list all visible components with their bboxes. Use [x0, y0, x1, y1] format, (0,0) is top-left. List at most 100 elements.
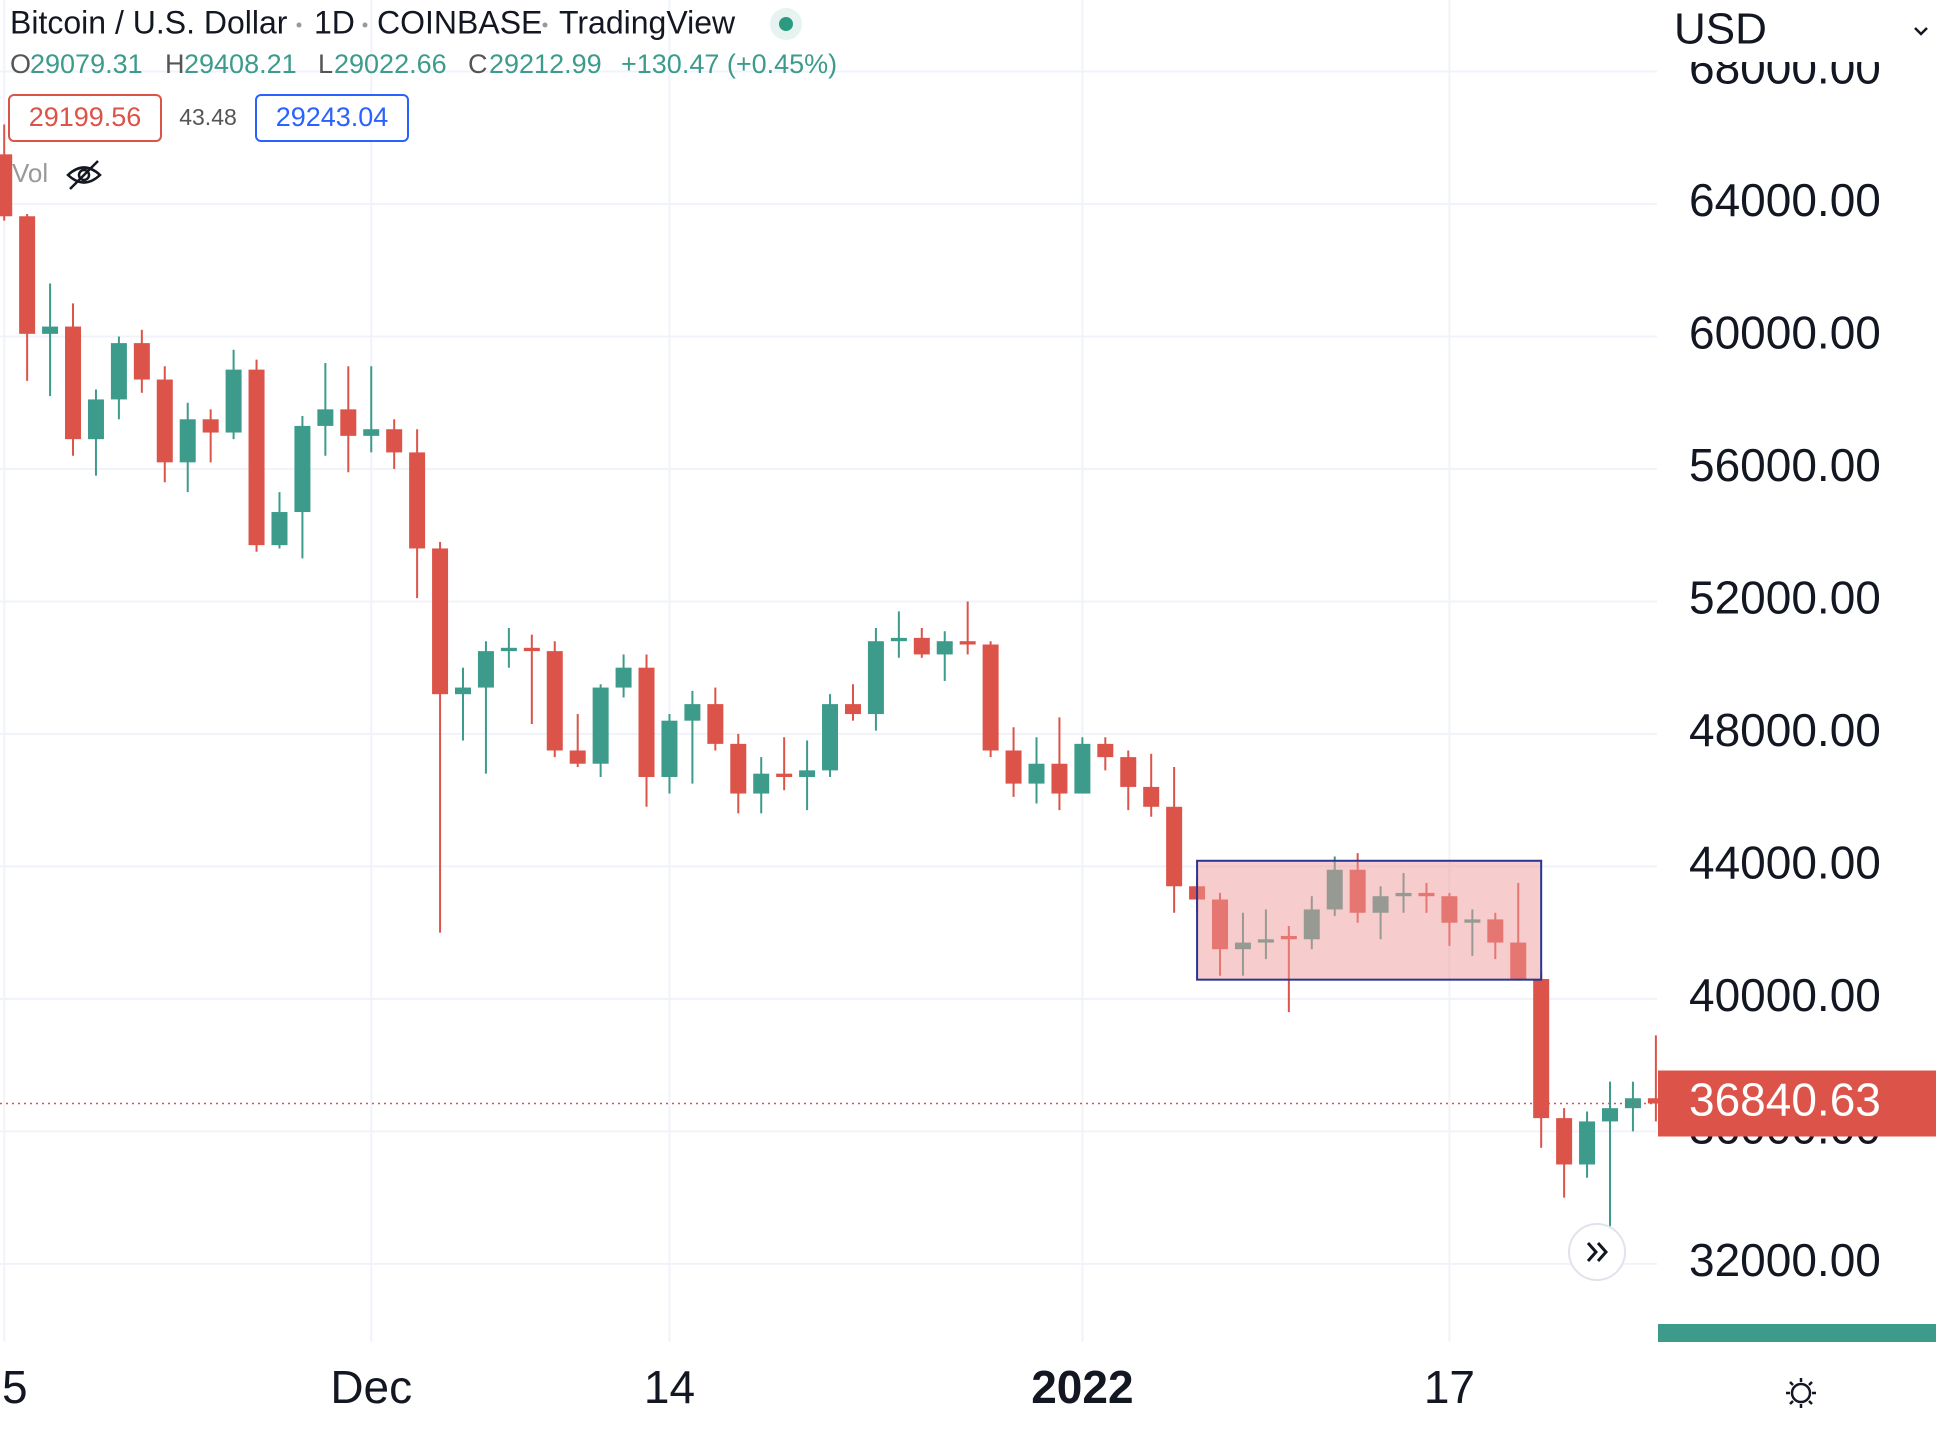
buy-price: 29243.04: [276, 102, 389, 132]
ohlc-value: 29408.21: [184, 49, 297, 79]
y-tick-label: 44000.00: [1689, 837, 1881, 889]
candle-body: [776, 773, 793, 777]
x-tick-label: 14: [644, 1361, 695, 1413]
candle-body: [294, 425, 311, 513]
x-tick-label: 17: [1424, 1361, 1475, 1413]
time-axis-band: [1658, 1342, 1940, 1434]
candle-body: [179, 419, 196, 463]
exchange: COINBASE: [377, 4, 542, 40]
y-tick-label: 52000.00: [1689, 572, 1881, 624]
gear-teeth: [1786, 1378, 1816, 1408]
currency-band: [1658, 0, 1940, 62]
candle-body: [340, 409, 357, 436]
ohlc-change: +130.47 (+0.45%): [621, 49, 837, 79]
candle-body: [1143, 786, 1160, 807]
ohlc-value: 29212.99: [489, 49, 602, 79]
overlay: Bitcoin / U.S. Dollar 1D COINBASE Tradin…: [8, 0, 1940, 1434]
candle-body: [799, 770, 816, 777]
settings-icon[interactable]: [1786, 1378, 1816, 1408]
spread: 43.48: [179, 104, 237, 130]
chart-title: Bitcoin / U.S. Dollar: [10, 4, 288, 40]
candle-body: [87, 399, 104, 440]
candle-body: [661, 720, 678, 777]
candle-body: [133, 343, 150, 380]
visibility-icon[interactable]: [66, 160, 102, 190]
candle-body: [523, 647, 540, 652]
candle-body: [822, 704, 839, 771]
y-tick-label: 48000.00: [1689, 704, 1881, 756]
candle-body: [500, 647, 517, 652]
candle-body: [707, 704, 724, 744]
y-tick-label: 56000.00: [1689, 439, 1881, 491]
scroll-icon: [1586, 1242, 1609, 1262]
ohlc-value: 29079.31: [30, 49, 143, 79]
buy-box[interactable]: [255, 94, 409, 142]
candle-body: [638, 667, 655, 777]
candle-body: [1005, 750, 1022, 784]
ohlc-key: L: [318, 49, 333, 79]
gear-ring: [1790, 1382, 1812, 1404]
candle-body: [592, 687, 609, 764]
candle-body: [982, 644, 999, 751]
candle-body: [1120, 757, 1137, 787]
candle-body: [844, 704, 861, 715]
currency: USD: [1674, 5, 1767, 54]
highlight-box: [1196, 859, 1543, 981]
candle-body: [248, 369, 265, 546]
candle-body: [1533, 979, 1550, 1119]
last-price-tag: [1658, 1070, 1936, 1137]
y-tick-label: 32000.00: [1689, 1234, 1881, 1286]
candle-body: [0, 154, 13, 217]
candle-body: [867, 641, 884, 715]
candle-body: [455, 687, 471, 695]
currency-chevron[interactable]: [1914, 27, 1928, 36]
candle-body: [1051, 763, 1068, 794]
last-price-label: 36840.63: [1689, 1074, 1881, 1126]
candle-body: [65, 326, 82, 440]
x-tick-label: 2022: [1031, 1361, 1133, 1413]
candle-body: [19, 216, 36, 334]
ohlc-key: O: [10, 49, 31, 79]
candle-body: [1097, 743, 1114, 758]
source: TradingView: [559, 4, 736, 40]
separator: [362, 22, 368, 28]
pupil: [77, 168, 91, 182]
sell-box[interactable]: [8, 94, 162, 142]
candle-body: [546, 651, 563, 751]
candle-body: [432, 548, 449, 695]
y-tick-label: 64000.00: [1689, 174, 1881, 226]
interval: 1D: [314, 4, 355, 40]
candle-body: [615, 667, 632, 688]
candle-body: [684, 704, 701, 721]
candle-body: [1602, 1108, 1618, 1122]
candle-body: [317, 409, 334, 426]
candle-body: [271, 512, 288, 546]
candle-body: [730, 743, 747, 794]
candle-body: [477, 651, 494, 688]
candle-body: [156, 379, 173, 463]
y-tick-label: 60000.00: [1689, 307, 1881, 359]
candle-body: [1556, 1118, 1573, 1165]
candle-body: [202, 419, 219, 433]
sell-price: 29199.56: [29, 102, 142, 132]
candle-body: [363, 429, 380, 436]
candle-body: [386, 429, 403, 453]
x-tick-label: Dec: [330, 1361, 412, 1413]
slash: [69, 160, 99, 190]
candle-body: [890, 637, 907, 642]
candle-body: [225, 369, 242, 433]
candle-body: [1074, 743, 1091, 794]
candle-body: [959, 641, 976, 645]
separator: [296, 22, 302, 28]
candle-body: [409, 452, 426, 549]
candle-body: [1028, 763, 1045, 784]
candle-body: [936, 641, 953, 655]
ohlc-key: H: [165, 49, 185, 79]
volume-label: Vol: [12, 158, 48, 188]
candle-body: [1647, 1098, 1664, 1104]
ohlc-value: 29022.66: [334, 49, 447, 79]
